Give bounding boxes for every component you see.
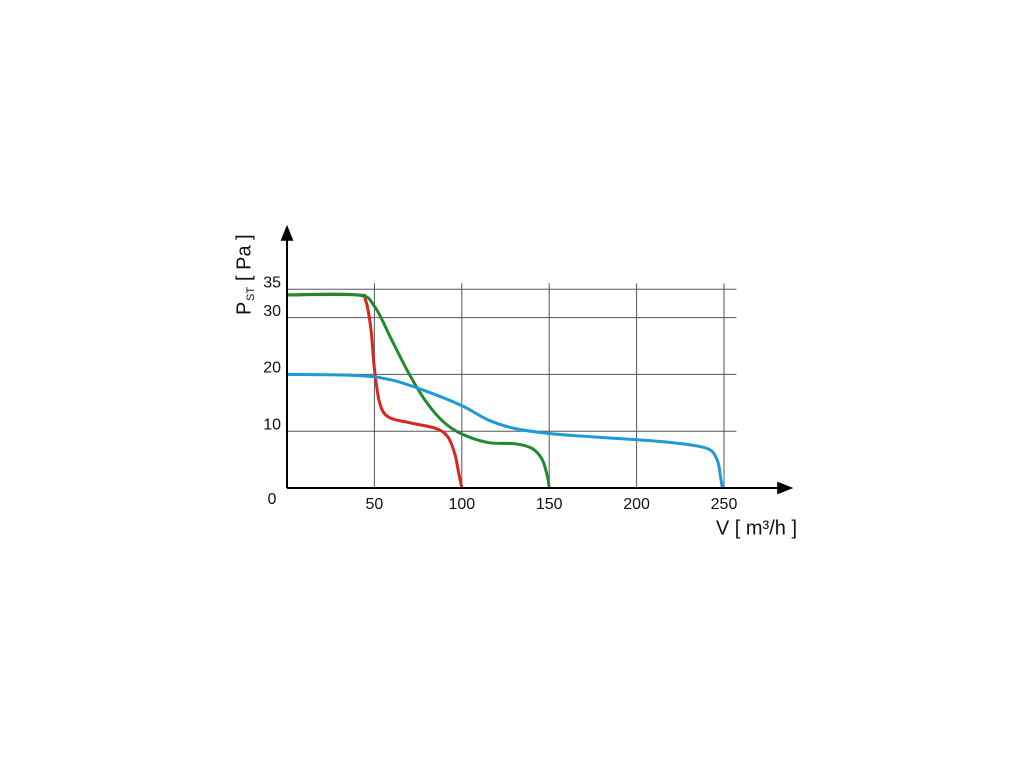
x-tick-label: 200: [623, 496, 650, 513]
x-tick-label: 50: [366, 496, 384, 513]
y-tick-label: 10: [263, 416, 281, 433]
x-tick-label: 250: [711, 496, 738, 513]
line-series: [286, 372, 724, 489]
y-label-sub: ST: [245, 287, 257, 301]
line-series: [286, 292, 464, 489]
y-tick-label: 35: [263, 274, 281, 291]
grid: [287, 283, 737, 488]
y-tick-label: 20: [263, 360, 281, 377]
y-axis-label: P ST [ Pa ]: [233, 234, 257, 315]
x-axis-label: V [ m³/h ]: [716, 517, 797, 539]
y-tick-label: 30: [263, 303, 281, 320]
line-series: [286, 292, 551, 489]
lines: [286, 292, 724, 489]
y-label-unit: [ Pa ]: [233, 234, 255, 281]
x-tick-label: 100: [448, 496, 475, 513]
x-tick-label: 150: [536, 496, 563, 513]
y-label-main: P: [233, 302, 255, 315]
origin-label: 0: [268, 491, 277, 508]
